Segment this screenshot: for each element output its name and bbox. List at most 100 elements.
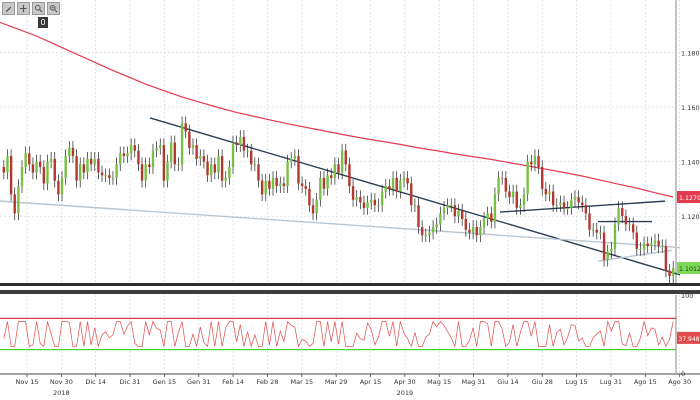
candle-body xyxy=(533,156,537,165)
candle-body xyxy=(42,167,46,184)
candle-body xyxy=(428,232,431,236)
x-tick-label: Apr 15 xyxy=(360,378,382,386)
candle-body xyxy=(122,153,126,157)
candle-body xyxy=(482,218,486,228)
candle-body xyxy=(133,145,136,151)
oscillator-line xyxy=(3,320,674,348)
x-tick-label: Dic 31 xyxy=(120,378,141,386)
candle-body xyxy=(406,177,409,184)
x-tick-label: Giu 14 xyxy=(497,378,518,386)
x-year-label: 2018 xyxy=(53,389,70,397)
candle-body xyxy=(140,164,144,181)
candle-body xyxy=(49,158,53,162)
candle-body xyxy=(668,270,671,277)
candle-body xyxy=(642,243,646,249)
oscillator-value-badge xyxy=(677,331,700,344)
candle-body xyxy=(13,194,16,214)
candle-body xyxy=(420,227,424,236)
zero-button[interactable]: 0 xyxy=(38,17,48,28)
candle-body xyxy=(231,142,235,168)
x-tick-label: Gen 15 xyxy=(153,378,177,386)
candle-body xyxy=(515,191,518,208)
candle-body xyxy=(490,213,493,222)
candle-body xyxy=(457,210,460,217)
candle-body xyxy=(373,199,377,206)
candle-body xyxy=(108,175,111,178)
candle-body xyxy=(68,147,71,157)
candle-body xyxy=(144,164,147,181)
candle-body xyxy=(559,202,562,206)
candle-body xyxy=(537,156,540,168)
candle-body xyxy=(671,267,675,277)
candle-body xyxy=(242,136,246,151)
candle-body xyxy=(319,177,322,200)
candle-body xyxy=(268,180,271,189)
candle-body xyxy=(86,158,89,173)
candle-body xyxy=(184,123,187,132)
pencil-icon[interactable] xyxy=(2,2,15,15)
candle-body xyxy=(195,145,198,159)
candle-body xyxy=(595,229,598,233)
candle-body xyxy=(664,246,668,271)
candle-body xyxy=(639,248,642,250)
x-tick-label: Gen 31 xyxy=(187,378,211,386)
candle-body xyxy=(435,224,438,228)
oscillator-tick-label: 100 xyxy=(681,292,693,300)
candle-body xyxy=(220,156,224,181)
candle-body xyxy=(402,177,406,181)
candle-body xyxy=(610,248,613,252)
candle-body xyxy=(646,243,649,247)
candle-body xyxy=(249,150,253,165)
price-tick-label: 1.1200 xyxy=(681,213,700,221)
candle-body xyxy=(79,164,82,181)
candle-body xyxy=(355,197,358,200)
candle-body xyxy=(304,186,307,189)
x-tick-label: Lug 31 xyxy=(600,378,622,386)
candle-body xyxy=(479,227,482,236)
candle-body xyxy=(275,177,278,187)
candle-body xyxy=(333,164,337,178)
upper-downtrend-line[interactable] xyxy=(149,117,681,276)
x-year-label: 2019 xyxy=(397,389,414,397)
candle-body xyxy=(581,202,584,206)
channel-bottom-line[interactable] xyxy=(597,249,673,262)
candle-body xyxy=(191,145,195,148)
candle-body xyxy=(162,145,166,181)
candle-body xyxy=(450,205,453,207)
lower-support-line[interactable] xyxy=(0,200,681,249)
candle-body xyxy=(20,167,24,187)
x-tick-label: Mag 15 xyxy=(427,378,451,386)
oscillator-tick-label: 0 xyxy=(681,370,685,378)
candle-body xyxy=(588,213,591,230)
zoom-out-icon[interactable] xyxy=(47,2,60,15)
last-price-label: 1.1012 xyxy=(679,266,700,273)
candle-body xyxy=(380,191,384,206)
candle-body xyxy=(104,175,107,177)
candle-body xyxy=(202,156,206,162)
candle-body xyxy=(129,145,133,154)
candle-body xyxy=(424,235,428,237)
candle-body xyxy=(566,207,569,209)
candle-body xyxy=(217,156,220,173)
price-tick-label: 1.1400 xyxy=(681,159,700,167)
panel-splitter-handle[interactable] xyxy=(0,290,700,294)
candle-body xyxy=(180,123,184,165)
candle-body xyxy=(173,142,176,165)
candle-body xyxy=(650,243,653,247)
candle-body xyxy=(31,164,35,173)
candle-body xyxy=(166,161,169,181)
zoom-in-icon[interactable] xyxy=(32,2,45,15)
candle-body xyxy=(224,177,227,181)
candle-body xyxy=(337,164,340,173)
candle-body xyxy=(282,183,286,187)
ma-value-label: 1.1270 xyxy=(679,195,700,202)
x-tick-label: Dic 14 xyxy=(85,378,106,386)
candle-body xyxy=(38,161,42,168)
candle-body xyxy=(151,150,155,168)
x-tick-label: Nov 15 xyxy=(15,378,38,386)
candle-body xyxy=(115,164,118,178)
candle-body xyxy=(399,180,402,192)
candle-body xyxy=(111,177,115,179)
ma-value-badge xyxy=(677,191,700,204)
